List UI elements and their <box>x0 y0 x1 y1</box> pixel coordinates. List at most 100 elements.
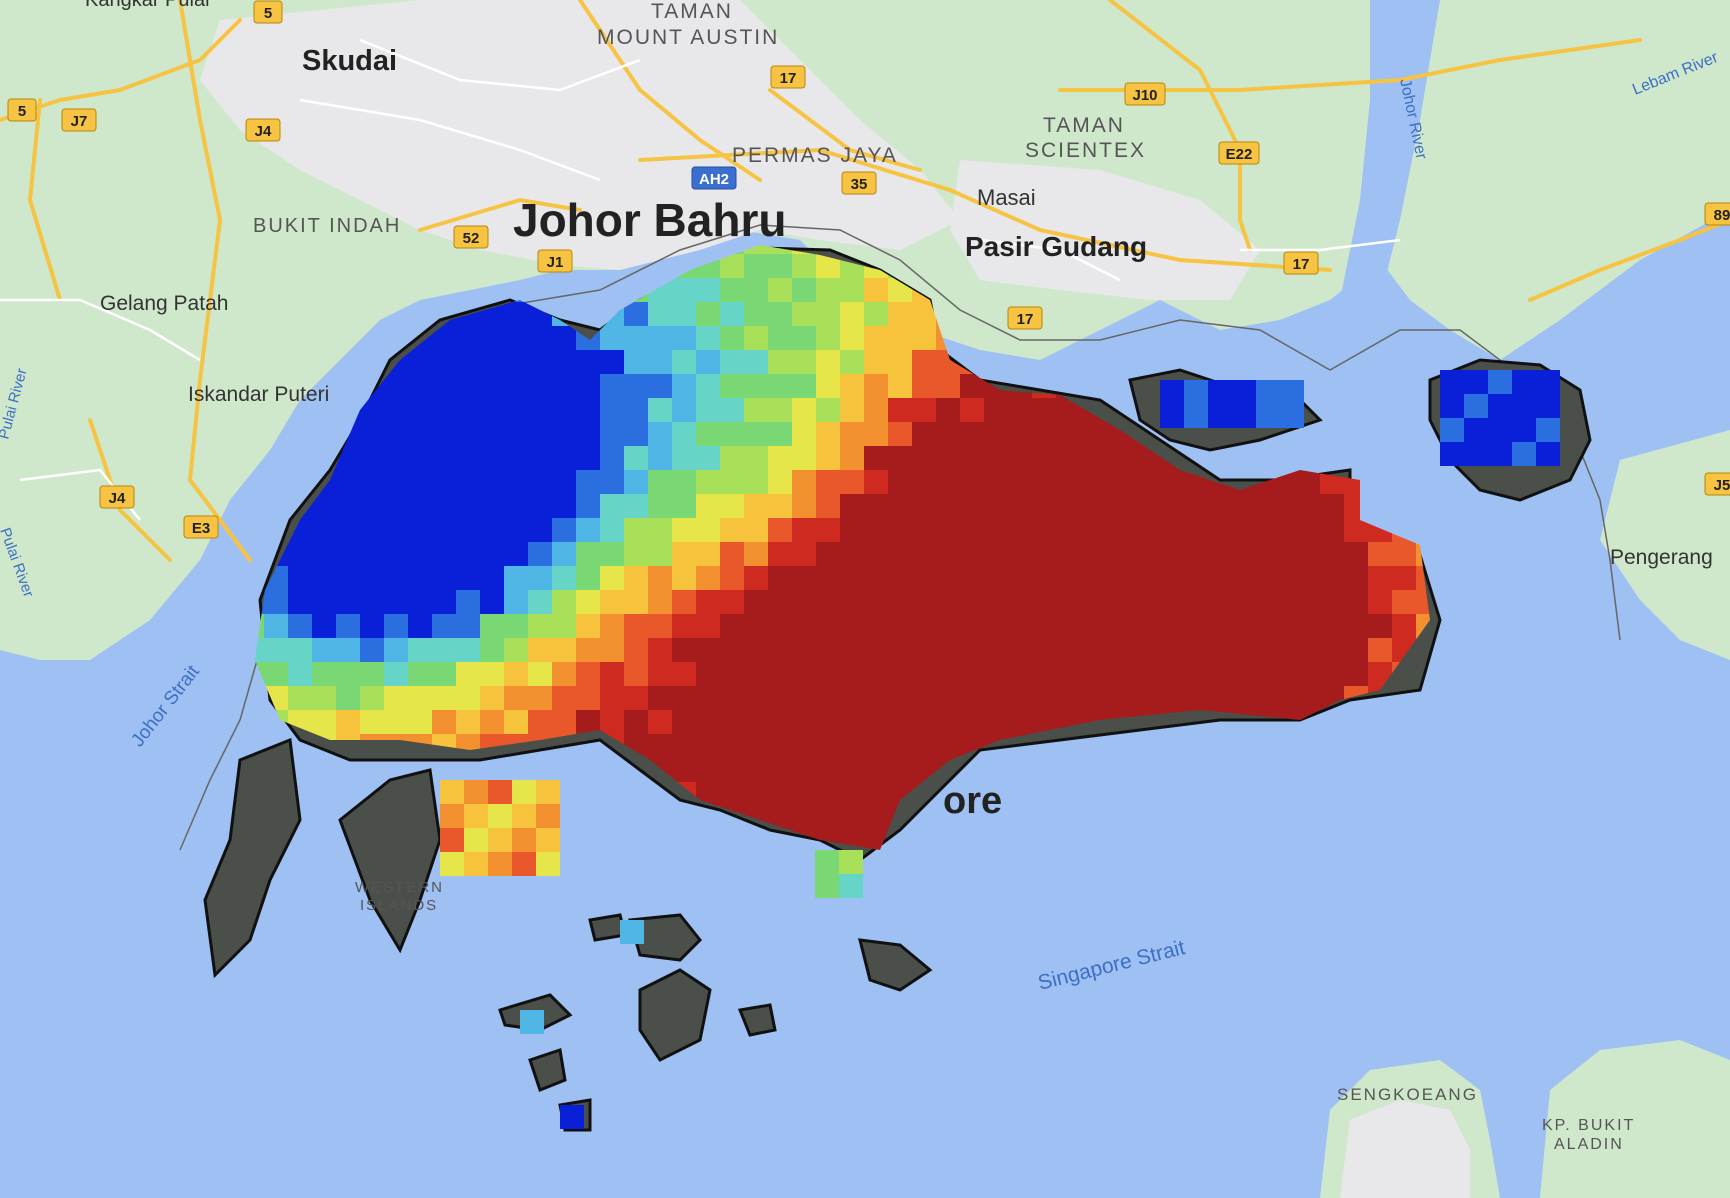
svg-text:J4: J4 <box>109 490 126 507</box>
heat-cell <box>720 302 744 326</box>
heat-cell <box>600 398 624 422</box>
heat-cell <box>1032 470 1056 494</box>
heat-cell <box>1296 494 1320 518</box>
heat-cell <box>408 662 432 686</box>
heat-cell <box>840 350 864 374</box>
heat-cell <box>912 566 936 590</box>
heat-cell <box>792 350 816 374</box>
tuas-mask <box>203 737 302 979</box>
heat-cell <box>696 470 720 494</box>
heat-cell <box>536 828 560 852</box>
heat-cell <box>360 638 384 662</box>
heat-cell <box>512 780 536 804</box>
heat-cell <box>1008 590 1032 614</box>
heat-cell <box>1152 614 1176 638</box>
heat-cell <box>792 566 816 590</box>
heat-cell <box>720 662 744 686</box>
heat-cell <box>960 470 984 494</box>
heat-cell <box>1296 662 1320 686</box>
heat-cell <box>696 566 720 590</box>
heat-cell <box>1232 380 1256 404</box>
heat-cell <box>720 374 744 398</box>
heat-cell <box>432 494 456 518</box>
svg-text:35: 35 <box>851 176 868 193</box>
heat-cell <box>816 302 840 326</box>
heat-cell <box>624 446 648 470</box>
svg-text:17: 17 <box>780 70 797 87</box>
heat-cell <box>1272 614 1296 638</box>
heat-cell <box>792 446 816 470</box>
heat-cell <box>864 542 888 566</box>
heat-cell <box>552 614 576 638</box>
heat-cell <box>768 662 792 686</box>
heat-cell <box>888 566 912 590</box>
heat-cell <box>264 662 288 686</box>
heat-cell <box>432 662 456 686</box>
heat-cell <box>864 518 888 542</box>
heat-cell <box>504 326 528 350</box>
heat-cell <box>384 710 408 734</box>
heat-cell <box>912 662 936 686</box>
heat-cell <box>984 638 1008 662</box>
heat-cell <box>648 566 672 590</box>
heat-cell <box>912 494 936 518</box>
label-johor-bahru: Johor Bahru <box>513 194 786 246</box>
heat-cell <box>720 542 744 566</box>
heat-cell <box>1008 494 1032 518</box>
heat-cell <box>840 278 864 302</box>
heat-cell <box>408 446 432 470</box>
heat-cell <box>480 446 504 470</box>
heat-cell <box>1032 398 1056 422</box>
heat-cell <box>488 780 512 804</box>
heat-cell <box>488 804 512 828</box>
heat-cell <box>864 398 888 422</box>
heat-cell <box>744 710 768 734</box>
heat-cell <box>336 710 360 734</box>
heat-cell <box>864 326 888 350</box>
heat-cell <box>1464 394 1488 418</box>
heat-cell <box>1464 370 1488 394</box>
heat-cell <box>536 780 560 804</box>
heat-cell <box>672 350 696 374</box>
heat-cell <box>384 614 408 638</box>
heat-cell <box>648 686 672 710</box>
heat-cell <box>960 494 984 518</box>
heat-cell <box>440 780 464 804</box>
heat-cell <box>648 470 672 494</box>
heat-cell <box>288 662 312 686</box>
label-bukit-indah: BUKIT INDAH <box>253 215 401 237</box>
label-masai: Masai <box>977 185 1036 210</box>
heat-cell <box>600 638 624 662</box>
heat-cell <box>792 590 816 614</box>
heat-cell <box>1344 614 1368 638</box>
heat-cell <box>960 446 984 470</box>
heat-cell <box>1464 442 1488 466</box>
heat-cell <box>1272 518 1296 542</box>
heat-cell <box>888 518 912 542</box>
heat-cell <box>672 686 696 710</box>
heat-cell <box>312 686 336 710</box>
heat-cell <box>512 804 536 828</box>
heat-cell <box>888 446 912 470</box>
svg-text:17: 17 <box>1017 311 1034 328</box>
heat-cell <box>1128 662 1152 686</box>
heat-cell <box>528 566 552 590</box>
heat-cell <box>600 710 624 734</box>
heat-cell <box>1200 518 1224 542</box>
heat-cell <box>576 374 600 398</box>
heat-cell <box>504 686 528 710</box>
heat-cell <box>1296 686 1320 710</box>
heat-cell <box>504 710 528 734</box>
heat-cell <box>888 398 912 422</box>
heat-cell <box>1488 370 1512 394</box>
heat-cell <box>744 422 768 446</box>
heat-cell <box>768 278 792 302</box>
heat-cell <box>792 254 816 278</box>
heat-cell <box>504 422 528 446</box>
heat-cell <box>1248 566 1272 590</box>
heat-cell <box>456 494 480 518</box>
heat-cell <box>1104 686 1128 710</box>
heat-cell <box>336 638 360 662</box>
heat-cell <box>1104 446 1128 470</box>
